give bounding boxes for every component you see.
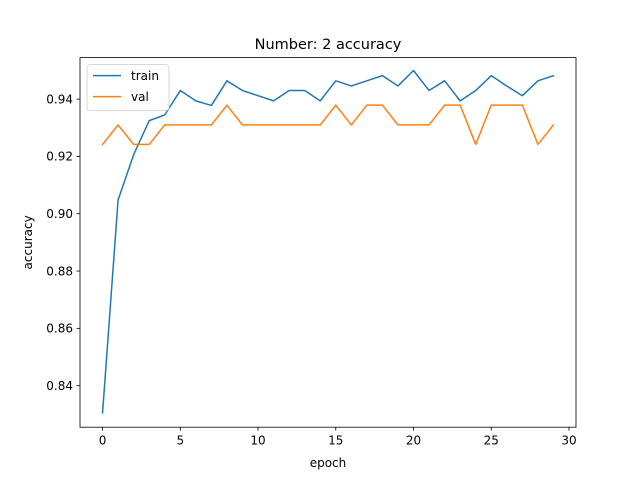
y-tick-label: 0.84: [46, 379, 73, 393]
x-axis-label: epoch: [310, 456, 347, 470]
y-tick-label: 0.94: [46, 92, 73, 106]
x-tick-label: 0: [99, 434, 107, 448]
axes-frame: [79, 57, 577, 428]
y-tick-label: 0.86: [46, 322, 73, 336]
y-tick-label: 0.90: [46, 207, 73, 221]
series-line-val: [101, 104, 555, 146]
x-tick-label: 5: [176, 434, 184, 448]
series-line-train: [101, 69, 555, 414]
x-axis: 0 5 10 15 20 25 30: [99, 427, 577, 448]
plot-area: [101, 69, 555, 414]
legend-label-val: val: [131, 90, 149, 104]
series-points-train: [102, 70, 554, 413]
y-tick-label: 0.92: [46, 150, 73, 164]
series-points-val: [102, 105, 554, 145]
legend-label-train: train: [131, 69, 159, 83]
x-tick-label: 10: [250, 434, 265, 448]
x-tick-label: 25: [484, 434, 499, 448]
legend: train val: [86, 64, 170, 111]
x-tick-label: 30: [561, 434, 576, 448]
x-tick-label: 20: [406, 434, 421, 448]
chart-title: Number: 2 accuracy: [255, 37, 402, 53]
x-tick-label: 15: [328, 434, 343, 448]
y-axis: 0.84 0.86 0.88 0.90 0.92 0.94: [46, 92, 80, 393]
y-axis-label: accuracy: [21, 215, 35, 269]
y-tick-label: 0.88: [46, 264, 73, 278]
